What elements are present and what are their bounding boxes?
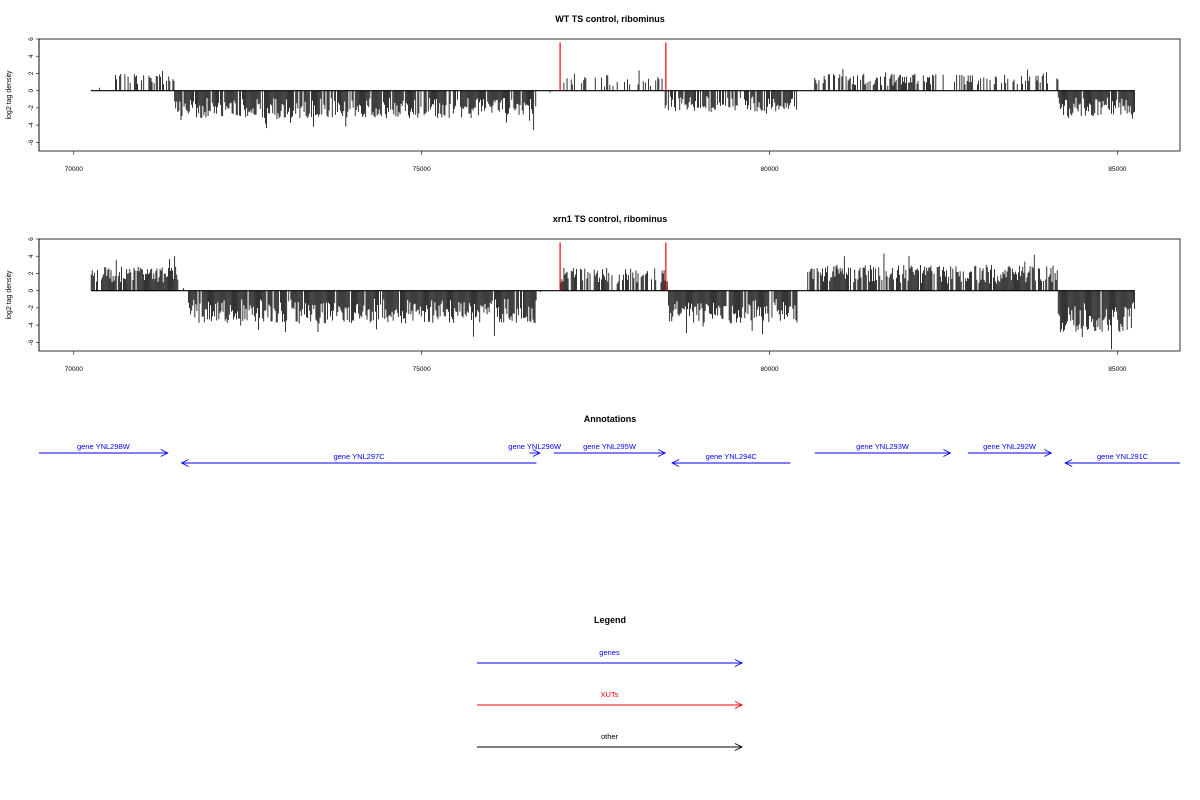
y-tick-label: 2 bbox=[28, 271, 35, 275]
legend-items: genes XUTs other bbox=[477, 648, 744, 751]
x-tick-label: 75000 bbox=[413, 166, 431, 173]
gene-annotation: gene YNL296W bbox=[508, 442, 562, 457]
xut-markers bbox=[559, 42, 667, 91]
panel-title: WT TS control, ribominus bbox=[555, 14, 665, 24]
gene-label: gene YNL293W bbox=[856, 442, 910, 451]
annotations-title: Annotations bbox=[584, 414, 637, 424]
gene-label: gene YNL294C bbox=[706, 452, 758, 461]
density-bars bbox=[90, 253, 1135, 350]
gene-arrow-head bbox=[657, 449, 667, 457]
gene-arrow-head bbox=[943, 449, 952, 457]
y-axis-label: log2 tag density bbox=[6, 70, 13, 120]
wt-density-panel: WT TS control, ribominus -6 -4 -2 0 2 4 6 7000… bbox=[6, 14, 1181, 173]
x-tick-label: 70000 bbox=[65, 366, 83, 373]
gene-annotation: gene YNL291C bbox=[1064, 452, 1180, 467]
y-tick-label: 4 bbox=[28, 254, 35, 258]
gene-arrow-head bbox=[532, 449, 541, 457]
legend-label: other bbox=[601, 732, 619, 741]
y-tick-label: -4 bbox=[28, 322, 35, 328]
legend-arrow-head bbox=[734, 743, 744, 751]
x-tick-label: 85000 bbox=[1108, 366, 1126, 373]
gene-label: gene YNL297C bbox=[333, 452, 385, 461]
gene-label: gene YNL298W bbox=[77, 442, 131, 451]
y-axis: -6 -4 -2 0 2 4 6 bbox=[28, 237, 40, 351]
y-axis-label: log2 tag density bbox=[6, 270, 13, 320]
y-tick-label: -6 bbox=[28, 139, 35, 145]
x-tick-label: 75000 bbox=[413, 366, 431, 373]
density-bars bbox=[90, 69, 1135, 131]
x-tick-label: 80000 bbox=[760, 166, 778, 173]
x-axis: 70000 75000 80000 85000 bbox=[65, 151, 1127, 173]
y-tick-label: 0 bbox=[28, 89, 35, 93]
panel-title: xrn1 TS control, ribominus bbox=[553, 214, 668, 224]
gene-label: gene YNL296W bbox=[508, 442, 562, 451]
y-tick-label: 6 bbox=[28, 237, 35, 241]
y-tick-label: 6 bbox=[28, 37, 35, 41]
y-tick-label: -2 bbox=[28, 105, 35, 111]
legend-arrow-head bbox=[734, 659, 744, 667]
legend: Legend genes XUTs other bbox=[477, 615, 744, 751]
y-tick-label: -2 bbox=[28, 305, 35, 311]
gene-arrow-head bbox=[1044, 449, 1053, 457]
y-tick-label: 4 bbox=[28, 54, 35, 58]
legend-label: XUTs bbox=[601, 690, 619, 699]
legend-arrow-head bbox=[734, 701, 744, 709]
legend-item: genes bbox=[477, 648, 744, 667]
gene-annotation: gene YNL292W bbox=[967, 442, 1053, 457]
gene-arrow-head bbox=[180, 459, 189, 467]
gene-label: gene YNL295W bbox=[583, 442, 637, 451]
gene-arrow-head bbox=[671, 459, 680, 467]
gene-label: gene YNL292W bbox=[983, 442, 1037, 451]
x-tick-label: 70000 bbox=[65, 166, 83, 173]
gene-annotation: gene YNL297C bbox=[180, 452, 537, 467]
x-tick-label: 80000 bbox=[760, 366, 778, 373]
gene-label: gene YNL291C bbox=[1097, 452, 1149, 461]
gene-annotation: gene YNL294C bbox=[671, 452, 791, 467]
xut-markers bbox=[559, 242, 667, 291]
y-tick-label: 0 bbox=[28, 289, 35, 293]
y-axis: -6 -4 -2 0 2 4 6 bbox=[28, 37, 40, 151]
y-tick-label: 2 bbox=[28, 71, 35, 75]
y-tick-label: -4 bbox=[28, 122, 35, 128]
x-axis: 70000 75000 80000 85000 bbox=[65, 351, 1127, 373]
gene-arrow-head bbox=[1064, 459, 1073, 467]
legend-title: Legend bbox=[594, 615, 626, 625]
gene-annotation: gene YNL298W bbox=[39, 442, 169, 457]
legend-label: genes bbox=[599, 648, 620, 657]
legend-item: XUTs bbox=[477, 690, 744, 709]
y-tick-label: -6 bbox=[28, 339, 35, 345]
gene-arrows: gene YNL298W gene YNL297C gene YNL296W gene… bbox=[39, 442, 1180, 467]
gene-annotation: gene YNL293W bbox=[814, 442, 952, 457]
legend-item: other bbox=[477, 732, 744, 751]
xrn1-density-panel: xrn1 TS control, ribominus -6 -4 -2 0 2 4 6 70… bbox=[6, 214, 1181, 373]
gene-annotation: gene YNL295W bbox=[553, 442, 667, 457]
x-tick-label: 85000 bbox=[1108, 166, 1126, 173]
gene-arrow-head bbox=[160, 449, 169, 457]
